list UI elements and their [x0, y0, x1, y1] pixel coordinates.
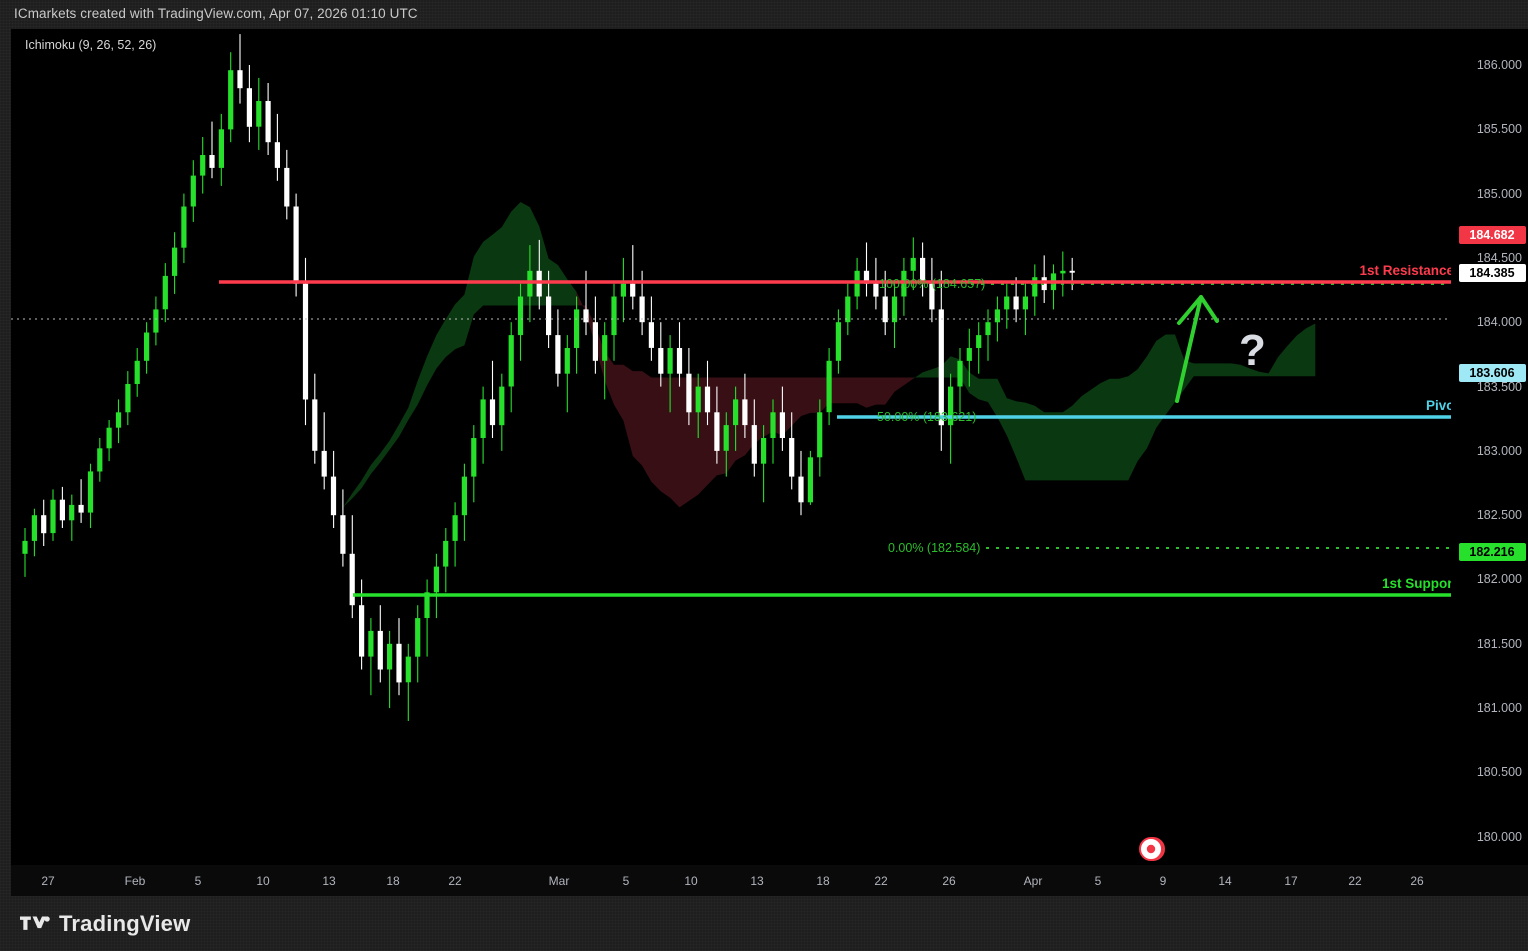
- time-tick: Apr: [1023, 874, 1043, 888]
- price-tick: 182.000: [1476, 572, 1522, 587]
- fib-50-label: 50.00% (183.621): [877, 410, 977, 424]
- time-tick: Feb: [124, 874, 146, 888]
- time-tick: 10: [256, 874, 270, 888]
- brand-bar: TradingView: [0, 896, 1528, 951]
- support-price-pill[interactable]: 182.216: [1459, 542, 1526, 561]
- price-tick: 181.000: [1476, 701, 1522, 716]
- price-tick: 180.500: [1476, 765, 1522, 780]
- time-tick: 26: [942, 874, 956, 888]
- time-tick: 18: [386, 874, 400, 888]
- pivot-price-pill[interactable]: 183.606: [1459, 363, 1526, 382]
- event-marker-icon[interactable]: [1138, 835, 1166, 863]
- fib-100-label: 100.00% (184.657): [879, 277, 986, 291]
- time-tick: 18: [816, 874, 830, 888]
- tradingview-logo-icon: [20, 915, 50, 930]
- chart-plot-area[interactable]: Ichimoku (9, 26, 52, 26) 100.00% (184.65…: [11, 29, 1451, 865]
- resistance-level-label: 1st Resistance: [1359, 263, 1451, 278]
- support-level-label: 1st Support: [1381, 576, 1451, 591]
- fib-0-label: 0.00% (182.584): [888, 541, 981, 555]
- resistance-price-pill[interactable]: 184.682: [1459, 225, 1526, 244]
- time-tick: 26: [1410, 874, 1424, 888]
- pivot-level-label: Pivot: [1425, 398, 1451, 413]
- time-tick: 9: [1159, 874, 1167, 888]
- time-tick: 14: [1218, 874, 1232, 888]
- time-tick: 13: [322, 874, 336, 888]
- price-tick: 184.500: [1476, 250, 1522, 265]
- time-tick: 27: [41, 874, 55, 888]
- time-tick: 13: [750, 874, 764, 888]
- time-tick: 22: [448, 874, 462, 888]
- price-tick: 183.000: [1476, 443, 1522, 458]
- price-tick: 184.000: [1476, 315, 1522, 330]
- question-mark-annotation: ?: [1239, 326, 1266, 375]
- time-tick: 22: [1348, 874, 1362, 888]
- price-tick: 185.000: [1476, 186, 1522, 201]
- price-tick: 185.500: [1476, 122, 1522, 137]
- time-axis[interactable]: 27 Feb 5 10 13 18 22 Mar 5 10 13 18 22 26 Apr 5 9 14 17 22 2…: [11, 865, 1528, 896]
- watermark-text: ICmarkets created with TradingView.com, …: [14, 6, 418, 21]
- time-tick: Mar: [548, 874, 570, 888]
- time-tick: 5: [1094, 874, 1102, 888]
- price-tick: 180.000: [1476, 829, 1522, 844]
- price-tick: 183.500: [1476, 379, 1522, 394]
- time-tick: 10: [684, 874, 698, 888]
- time-tick: 22: [874, 874, 888, 888]
- brand-name: TradingView: [59, 910, 191, 936]
- last-price-pill[interactable]: 184.385: [1459, 263, 1526, 282]
- time-tick: 17: [1284, 874, 1298, 888]
- chart-canvas: [11, 34, 1451, 721]
- time-tick: 5: [194, 874, 202, 888]
- price-axis[interactable]: 186.000 185.500 185.000 184.500 184.000 183.5…: [1451, 29, 1528, 865]
- price-tick: 182.500: [1476, 508, 1522, 523]
- price-tick: 186.000: [1476, 58, 1522, 72]
- time-tick: 5: [622, 874, 630, 888]
- up-arrow-annotation: [1175, 295, 1219, 403]
- indicator-legend[interactable]: Ichimoku (9, 26, 52, 26): [25, 38, 157, 52]
- price-tick: 181.500: [1476, 636, 1522, 651]
